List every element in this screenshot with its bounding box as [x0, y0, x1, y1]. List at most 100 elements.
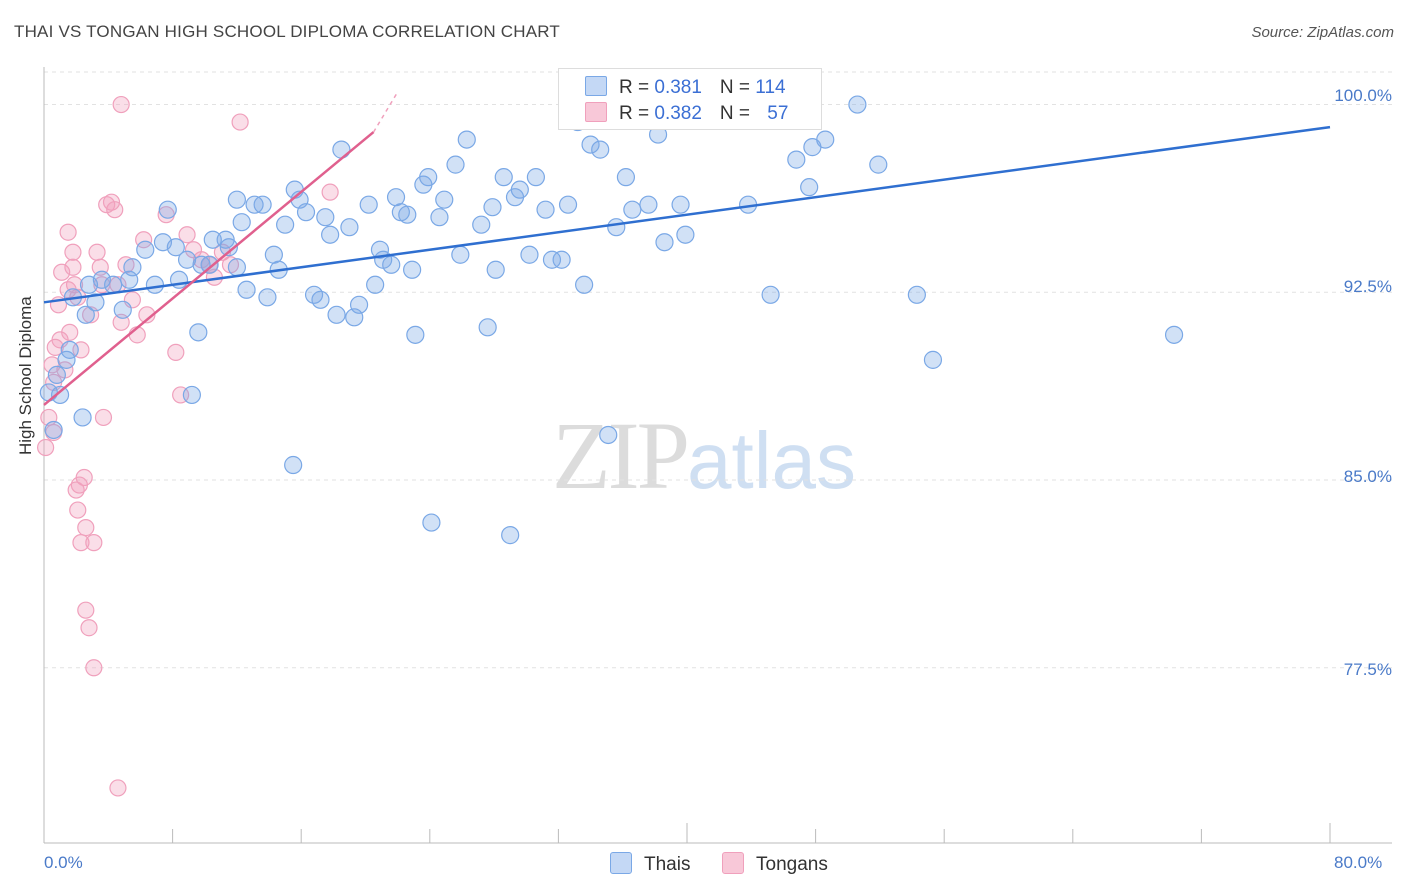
data-point	[923, 350, 943, 369]
data-point	[623, 200, 642, 219]
data-point	[182, 385, 201, 405]
data-point	[430, 208, 449, 227]
data-point	[50, 385, 70, 405]
data-point	[109, 779, 127, 797]
legend-item-thais[interactable]: Thais	[610, 852, 690, 876]
data-point	[486, 260, 505, 279]
data-point	[316, 208, 335, 227]
legend-item-tongans[interactable]: Tongans	[722, 852, 828, 876]
data-point	[167, 343, 185, 361]
data-point	[520, 245, 539, 264]
data-point	[253, 195, 272, 214]
data-point	[227, 258, 246, 277]
data-point	[321, 225, 340, 244]
data-point	[69, 501, 87, 519]
thai-trend-line	[43, 125, 1331, 304]
data-point	[321, 183, 339, 201]
thais-label: Thais	[644, 854, 691, 875]
data-point	[296, 203, 316, 222]
data-point	[75, 468, 93, 487]
data-point	[203, 230, 222, 249]
data-point	[591, 140, 610, 159]
data-point	[73, 408, 92, 427]
data-point	[231, 113, 249, 131]
data-point	[848, 95, 867, 114]
data-point	[85, 534, 103, 552]
data-point	[112, 95, 130, 114]
data-point	[599, 425, 618, 445]
x-tick-label: 80.0%	[1334, 853, 1383, 872]
data-point	[113, 300, 132, 319]
data-point	[85, 659, 103, 677]
data-point	[501, 526, 520, 545]
data-point	[94, 408, 113, 427]
legend-row-thai: R = 0.381 N = 114	[585, 76, 786, 98]
data-point	[869, 155, 888, 174]
legend-row-tongan: R = 0.382 N = 57	[585, 102, 788, 124]
data-point	[44, 420, 63, 440]
data-point	[575, 275, 594, 294]
data-point	[398, 205, 417, 224]
y-tick-label: 92.5%	[1343, 277, 1392, 296]
data-point	[276, 215, 295, 234]
data-point	[359, 195, 378, 214]
data-point	[483, 198, 502, 217]
data-point	[189, 323, 208, 342]
data-point	[552, 250, 571, 269]
data-point	[478, 318, 497, 337]
data-point	[536, 200, 555, 219]
data-point	[72, 534, 90, 552]
data-point	[542, 250, 562, 269]
data-point	[200, 255, 219, 274]
data-point	[76, 305, 95, 324]
trend-lines	[43, 91, 1331, 406]
data-point	[526, 168, 545, 187]
data-point	[616, 168, 636, 187]
data-point	[366, 275, 385, 294]
grid-lines	[44, 71, 1392, 669]
data-point	[64, 258, 82, 276]
tongan-n-value: 57	[767, 103, 789, 124]
data-point	[472, 215, 491, 234]
x-tick-label: 0.0%	[44, 853, 83, 872]
data-point	[232, 213, 251, 232]
data-point	[558, 195, 578, 214]
thais-swatch	[610, 852, 632, 874]
tongans-swatch	[722, 852, 744, 874]
data-point	[370, 240, 390, 259]
data-point	[494, 168, 513, 187]
data-point	[237, 280, 256, 299]
data-point	[177, 250, 197, 269]
n-label: N =	[719, 103, 756, 124]
data-point	[86, 293, 105, 312]
data-point	[816, 130, 835, 149]
r-label: R =	[619, 103, 655, 124]
data-point	[47, 365, 66, 384]
r-label: R =	[619, 77, 655, 98]
data-point	[1164, 325, 1184, 344]
source-label: Source: ZipAtlas.com	[1251, 24, 1394, 41]
data-point	[258, 288, 277, 307]
y-tick-label: 85.0%	[1343, 467, 1392, 486]
data-point	[419, 168, 438, 187]
tongan-r-value: 0.382	[654, 103, 702, 124]
data-point	[60, 340, 79, 359]
chart-title: THAI VS TONGAN HIGH SCHOOL DIPLOMA CORRE…	[14, 22, 560, 41]
data-point	[332, 140, 351, 159]
axes	[43, 67, 1392, 844]
data-point	[907, 285, 926, 304]
data-point	[104, 275, 123, 294]
data-point	[787, 150, 806, 169]
data-point	[311, 290, 330, 309]
tongan-swatch	[585, 102, 607, 122]
data-point	[761, 285, 780, 304]
data-point	[581, 135, 600, 154]
thai-r-value: 0.381	[654, 77, 702, 98]
data-point	[639, 195, 658, 214]
data-point	[61, 323, 79, 341]
data-point	[446, 155, 465, 174]
data-point	[64, 243, 82, 261]
stats-legend: R = 0.381 N = 114 R = 0.382 N = 57	[558, 68, 822, 130]
data-point	[106, 201, 124, 219]
